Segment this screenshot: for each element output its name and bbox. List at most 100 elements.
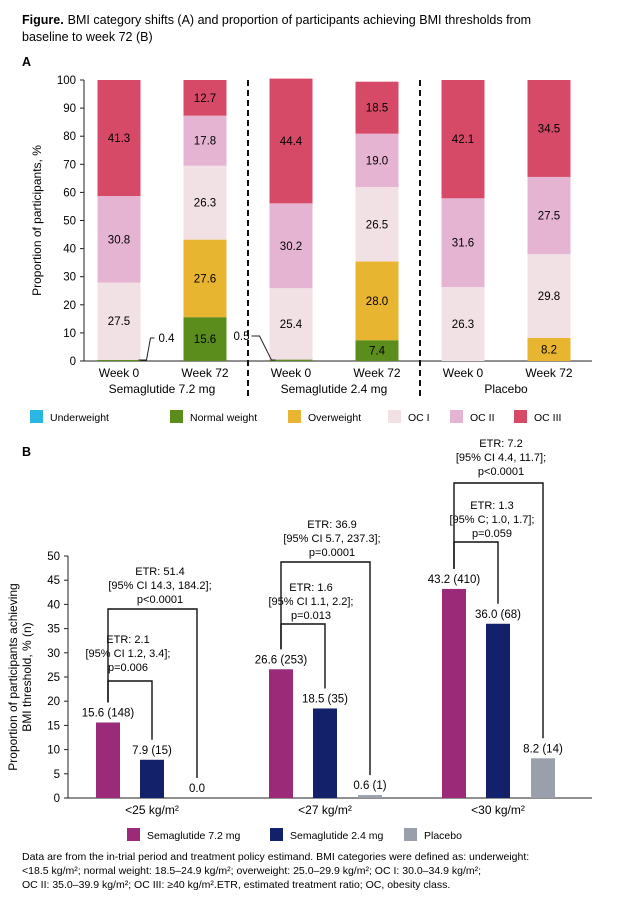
bar-semaglutide-2-4-mg bbox=[313, 708, 337, 798]
x-tick-label-a: Week 0 bbox=[271, 366, 312, 380]
group-label-a: Semaglutide 7.2 mg bbox=[109, 382, 216, 396]
x-tick-label-a: Week 72 bbox=[525, 366, 572, 380]
legend-swatch-a bbox=[170, 410, 183, 423]
y-tick-label-b: 10 bbox=[47, 745, 60, 757]
bar-value-label: 30.2 bbox=[280, 241, 302, 253]
x-tick-label-a: Week 0 bbox=[99, 366, 140, 380]
y-tick-label-a: 60 bbox=[63, 187, 76, 199]
bar-value-label: 27.6 bbox=[194, 273, 216, 285]
comparison-bracket bbox=[453, 482, 544, 739]
y-axis-title-b-line1: Proportion of participants achieving bbox=[6, 583, 20, 770]
bar-value-label: 44.4 bbox=[280, 136, 303, 148]
bar-value-label: 18.5 bbox=[366, 103, 388, 115]
legend-label-b: Semaglutide 7.2 mg bbox=[147, 830, 241, 842]
comparison-annotation: p=0.013 bbox=[291, 610, 331, 622]
comparison-annotation: ETR: 1.6 bbox=[289, 582, 332, 594]
legend-swatch-a bbox=[514, 410, 527, 423]
x-tick-label-a: Week 72 bbox=[353, 366, 400, 380]
bar-value-label: 28.0 bbox=[366, 296, 388, 308]
panel-a-label: A bbox=[22, 55, 31, 69]
bar-value-label: 41.3 bbox=[108, 133, 130, 145]
callout-value-label: 0.4 bbox=[159, 333, 176, 345]
legend-label-b: Placebo bbox=[424, 830, 462, 842]
bar-value-label-b: 8.2 (14) bbox=[523, 743, 563, 755]
comparison-annotation: p=0.006 bbox=[108, 662, 148, 674]
bar-semaglutide-2-4-mg bbox=[486, 623, 510, 798]
callout-line bbox=[138, 337, 155, 361]
x-tick-label-a: Week 0 bbox=[443, 366, 484, 380]
comparison-annotation: [95% CI 14.3, 184.2]; bbox=[108, 580, 211, 592]
group-label-a: Semaglutide 2.4 mg bbox=[281, 382, 388, 396]
legend-item-b: Semaglutide 2.4 mg bbox=[270, 828, 384, 842]
bar-placebo bbox=[358, 795, 382, 798]
comparison-annotation: [95% CI 4.4, 11.7]; bbox=[456, 452, 546, 464]
comparison-annotation: p<0.0001 bbox=[137, 594, 183, 606]
bar-segment-overweight bbox=[355, 261, 399, 341]
comparison-annotation: p<0.0001 bbox=[478, 466, 524, 478]
y-tick-label-b: 25 bbox=[47, 672, 60, 684]
bar-value-label: 12.7 bbox=[194, 93, 216, 105]
bar-semaglutide-2-4-mg bbox=[140, 759, 164, 798]
panel-b-chart: 0 5 10 15 20 25 30 35 40 45 50 Proportion of partic… bbox=[6, 438, 592, 842]
y-tick-label-b: 20 bbox=[47, 696, 60, 708]
bar-segment-oc-ii bbox=[527, 176, 571, 255]
bar-value-label: 15.6 bbox=[194, 334, 216, 346]
bar-segment-oc-iii bbox=[97, 80, 141, 197]
legend-swatch-b bbox=[404, 828, 417, 841]
bar-value-label-b: 18.5 (35) bbox=[302, 693, 348, 705]
comparison-annotation: ETR: 7.2 bbox=[479, 438, 522, 450]
bar-segment-oc-i bbox=[269, 288, 313, 360]
legend-swatch-a bbox=[388, 410, 401, 423]
bar-value-label: 8.2 bbox=[541, 344, 557, 356]
bar-value-label: 26.5 bbox=[366, 219, 388, 231]
legend-label-a: OC I bbox=[408, 412, 430, 424]
bar-segment-normal-weight bbox=[355, 340, 399, 361]
bar-segment-overweight bbox=[527, 337, 571, 361]
legend-item-a: OC III bbox=[514, 410, 561, 424]
bar-segment-oc-i bbox=[527, 254, 571, 338]
bar-semaglutide-7-2-mg bbox=[442, 588, 466, 798]
figure-title: Figure. BMI category shifts (A) and propo… bbox=[22, 13, 531, 27]
legend-item-a: Underweight bbox=[30, 410, 109, 424]
bar-value-label-b: 36.0 (68) bbox=[475, 609, 521, 621]
figure-label: Figure. bbox=[22, 13, 64, 27]
y-tick-label-a: 100 bbox=[57, 75, 76, 87]
y-axis-title-b-line2: BMI threshold, % (n) bbox=[20, 622, 34, 731]
y-tick-label-a: 80 bbox=[63, 131, 76, 143]
y-tick-label-b: 45 bbox=[47, 575, 60, 587]
bar-segment-oc-i bbox=[97, 282, 141, 360]
y-tick-label-a: 20 bbox=[63, 300, 76, 312]
bar-semaglutide-7-2-mg bbox=[269, 669, 293, 798]
bar-segment-oc-iii bbox=[441, 80, 485, 199]
legend-swatch-a bbox=[450, 410, 463, 423]
footnote-line2: <18.5 kg/m²; normal weight: 18.5–24.9 kg… bbox=[22, 865, 481, 877]
bar-semaglutide-7-2-mg bbox=[96, 722, 120, 798]
y-tick-label-b: 15 bbox=[47, 720, 60, 732]
y-tick-label-a: 10 bbox=[63, 328, 76, 340]
group-label-a: Placebo bbox=[484, 382, 528, 396]
y-tick-label-b: 35 bbox=[47, 624, 60, 636]
x-tick-label-a: Week 72 bbox=[181, 366, 228, 380]
y-axis-title-a: Proportion of participants, % bbox=[30, 145, 44, 296]
bar-value-label: 29.8 bbox=[538, 291, 560, 303]
bar-segment-oc-i bbox=[355, 187, 399, 262]
y-tick-label-a: 70 bbox=[63, 159, 76, 171]
x-tick-label-b: <30 kg/m² bbox=[471, 803, 525, 817]
bar-value-label: 19.0 bbox=[366, 155, 388, 167]
bar-segment-oc-ii bbox=[441, 198, 485, 288]
bar-segment-oc-iii bbox=[183, 80, 227, 116]
bar-value-label: 26.3 bbox=[194, 198, 216, 210]
bar-segment-oc-ii bbox=[97, 196, 141, 283]
figure-title-line1: BMI category shifts (A) and proportion o… bbox=[68, 13, 531, 27]
bar-value-label-b: 7.9 (15) bbox=[132, 745, 172, 757]
bar-segment-oc-iii bbox=[527, 80, 571, 177]
comparison-annotation: p=0.059 bbox=[472, 528, 512, 540]
panel-a-chart: 0 10 20 30 40 50 60 70 80 90 100 Proportion of part… bbox=[30, 75, 592, 424]
comparison-bracket bbox=[107, 608, 198, 778]
comparison-bracket bbox=[280, 561, 371, 776]
comparison-annotation: p=0.0001 bbox=[309, 547, 355, 559]
y-tick-label-a: 50 bbox=[63, 216, 76, 228]
comparison-annotation: [95% C; 1.0, 1.7]; bbox=[450, 514, 535, 526]
bar-segment-overweight bbox=[183, 239, 227, 318]
